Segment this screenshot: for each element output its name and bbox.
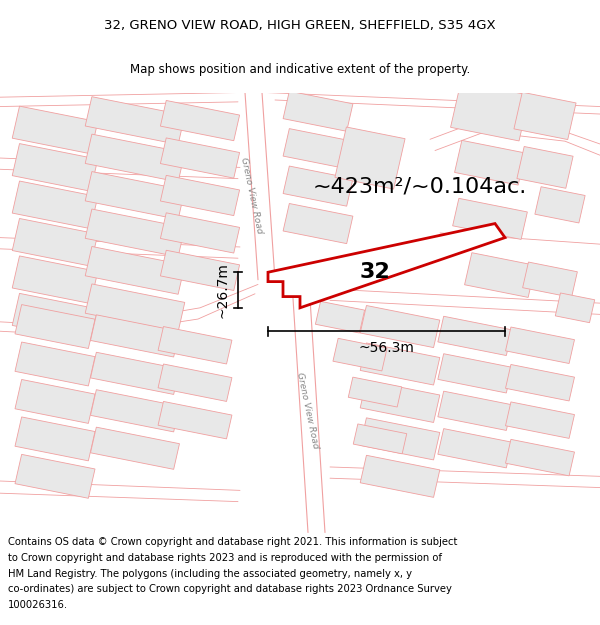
Polygon shape: [535, 187, 585, 223]
Polygon shape: [555, 293, 595, 322]
Polygon shape: [12, 106, 98, 154]
Polygon shape: [85, 246, 185, 294]
Polygon shape: [438, 429, 512, 468]
Polygon shape: [12, 256, 98, 304]
Polygon shape: [464, 253, 535, 298]
Text: ~56.3m: ~56.3m: [359, 341, 415, 355]
Polygon shape: [506, 439, 574, 476]
Polygon shape: [360, 381, 440, 423]
Polygon shape: [15, 417, 95, 461]
Polygon shape: [91, 390, 179, 432]
Text: Greno View Road: Greno View Road: [239, 156, 265, 234]
Polygon shape: [15, 304, 95, 349]
Polygon shape: [333, 338, 387, 371]
Polygon shape: [85, 97, 185, 144]
Polygon shape: [360, 343, 440, 385]
Polygon shape: [15, 454, 95, 498]
Polygon shape: [160, 250, 239, 291]
Polygon shape: [15, 342, 95, 386]
Polygon shape: [91, 427, 179, 469]
Text: ~26.7m: ~26.7m: [216, 262, 230, 318]
Polygon shape: [85, 284, 185, 332]
Text: Contains OS data © Crown copyright and database right 2021. This information is : Contains OS data © Crown copyright and d…: [8, 537, 457, 547]
Polygon shape: [283, 129, 353, 169]
Polygon shape: [85, 134, 185, 182]
Polygon shape: [160, 176, 239, 216]
Polygon shape: [91, 352, 179, 394]
Polygon shape: [15, 379, 95, 423]
Polygon shape: [283, 91, 353, 131]
Polygon shape: [283, 166, 353, 206]
Text: ~423m²/~0.104ac.: ~423m²/~0.104ac.: [313, 176, 527, 196]
Polygon shape: [451, 81, 529, 141]
Polygon shape: [268, 224, 505, 308]
Polygon shape: [158, 326, 232, 364]
Polygon shape: [360, 455, 440, 498]
Polygon shape: [12, 293, 98, 341]
Polygon shape: [160, 101, 239, 141]
Text: to Crown copyright and database rights 2023 and is reproduced with the permissio: to Crown copyright and database rights 2…: [8, 553, 442, 563]
Polygon shape: [514, 92, 576, 139]
Polygon shape: [353, 424, 407, 454]
Polygon shape: [158, 364, 232, 401]
Polygon shape: [12, 181, 98, 229]
Polygon shape: [506, 364, 574, 401]
Polygon shape: [360, 306, 440, 348]
Polygon shape: [12, 144, 98, 191]
Polygon shape: [523, 262, 577, 298]
Polygon shape: [360, 418, 440, 460]
Polygon shape: [91, 315, 179, 357]
Polygon shape: [335, 127, 405, 189]
Text: 100026316.: 100026316.: [8, 600, 68, 610]
Polygon shape: [85, 209, 185, 257]
Text: co-ordinates) are subject to Crown copyright and database rights 2023 Ordnance S: co-ordinates) are subject to Crown copyr…: [8, 584, 452, 594]
Polygon shape: [455, 141, 526, 185]
Polygon shape: [452, 198, 527, 239]
Polygon shape: [283, 204, 353, 244]
Polygon shape: [85, 172, 185, 219]
Polygon shape: [506, 402, 574, 438]
Text: Map shows position and indicative extent of the property.: Map shows position and indicative extent…: [130, 63, 470, 76]
Polygon shape: [438, 354, 512, 393]
Polygon shape: [160, 138, 239, 178]
Polygon shape: [316, 301, 365, 333]
Polygon shape: [348, 377, 402, 407]
Polygon shape: [506, 327, 574, 364]
Polygon shape: [438, 316, 512, 356]
Polygon shape: [12, 219, 98, 266]
Polygon shape: [158, 401, 232, 439]
Text: 32, GRENO VIEW ROAD, HIGH GREEN, SHEFFIELD, S35 4GX: 32, GRENO VIEW ROAD, HIGH GREEN, SHEFFIE…: [104, 19, 496, 32]
Text: HM Land Registry. The polygons (including the associated geometry, namely x, y: HM Land Registry. The polygons (includin…: [8, 569, 412, 579]
Text: Greno View Road: Greno View Road: [296, 372, 320, 450]
Polygon shape: [160, 213, 239, 253]
Polygon shape: [438, 391, 512, 431]
Text: 32: 32: [359, 262, 391, 282]
Polygon shape: [517, 146, 573, 188]
